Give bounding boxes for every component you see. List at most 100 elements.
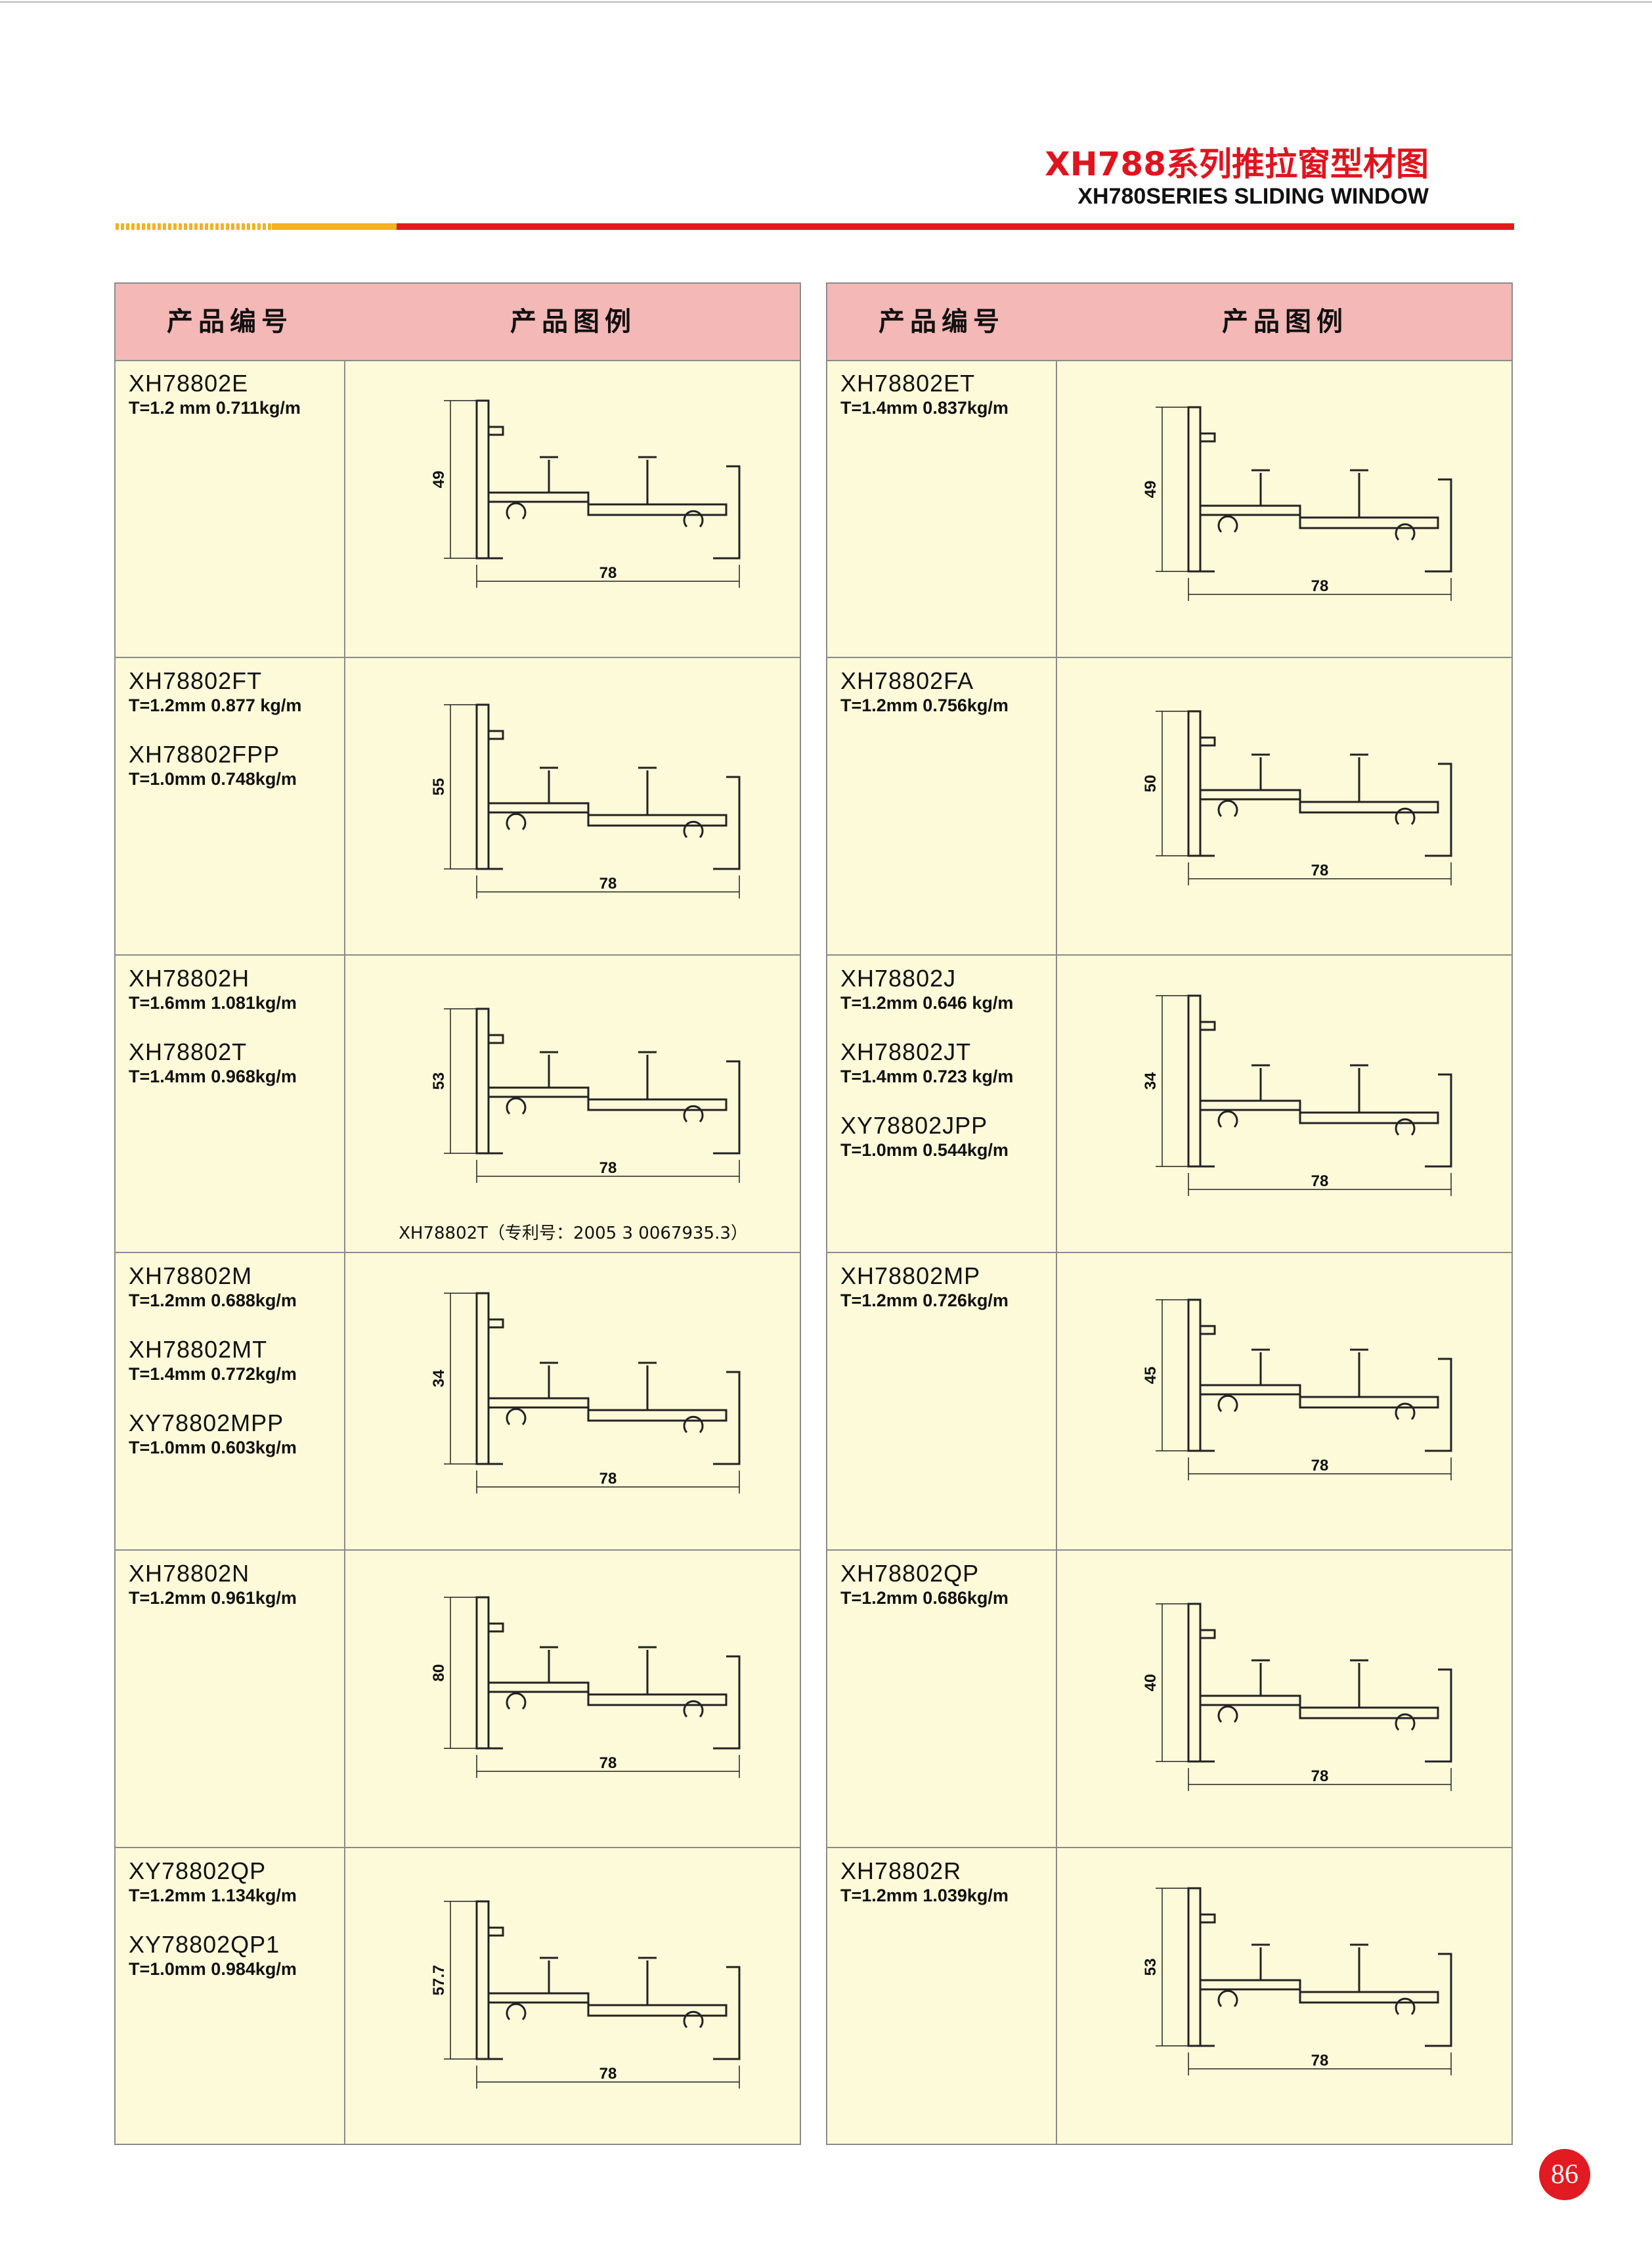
profile-cross-section-svg: 55 78: [430, 703, 741, 898]
column-header-figure: 产品图例: [1222, 307, 1348, 337]
dimension-width-label: 78: [599, 564, 617, 582]
product-code: XH78802T: [129, 1038, 248, 1065]
profile-drawing: 80 78: [345, 1551, 801, 1847]
profile-cross-section-svg: 80 78: [430, 1596, 741, 1778]
product-code-cell: XH78802J T=1.2mm 0.646 kg/m XH78802JT T=1.4…: [840, 965, 1051, 1170]
product-code: XH78802JT: [840, 1038, 972, 1065]
product-spec: T=1.2mm 0.688kg/m: [129, 1291, 297, 1310]
dimension-height-label: 55: [430, 778, 448, 796]
profile-drawing: 34 78: [345, 1254, 801, 1549]
product-spec: T=1.4mm 0.968kg/m: [129, 1067, 297, 1086]
header-stripe-orange: [272, 223, 397, 230]
product-spec: T=1.2mm 1.039kg/m: [840, 1886, 1009, 1905]
dimension-height-label: 50: [1142, 775, 1160, 793]
profile-cross-section-svg: 40 78: [1142, 1603, 1452, 1791]
profile-drawing: 55 78: [345, 659, 801, 954]
product-code-cell: XH78802QP T=1.2mm 0.686kg/m: [840, 1561, 1051, 1618]
top-border-line: [0, 1, 1652, 3]
profile-drawing: 49 78: [1057, 361, 1513, 657]
column-header-code: 产品编号: [167, 307, 293, 337]
product-spec: T=1.2 mm 0.711kg/m: [129, 398, 301, 418]
product-code: XH78802FA: [840, 667, 974, 694]
dimension-width-label: 78: [1311, 1767, 1329, 1785]
product-code: XH78802MP: [840, 1262, 981, 1289]
profile-drawing: 40 78: [1057, 1551, 1513, 1847]
dimension-width-label: 78: [1311, 1457, 1329, 1474]
dimension-width-label: 78: [599, 2065, 617, 2083]
table-row: XH78802M T=1.2mm 0.688kg/m XH78802MT T=1.4m…: [116, 1254, 800, 1551]
profile-cross-section-svg: 50 78: [1142, 710, 1452, 885]
table-header: 产品编号 产品图例: [827, 284, 1511, 361]
dimension-width-label: 78: [599, 1159, 617, 1177]
dimension-height-label: 34: [430, 1369, 448, 1387]
table-row: XH78802J T=1.2mm 0.646 kg/m XH78802JT T=1.4…: [827, 956, 1511, 1253]
product-code: XY78802JPP: [840, 1112, 988, 1139]
dimension-width-label: 78: [1311, 1172, 1329, 1190]
profile-drawing: 50 78: [1057, 659, 1513, 954]
table-row: XH78802QP T=1.2mm 0.686kg/m 40 78: [827, 1551, 1511, 1848]
product-code: XH78802R: [840, 1857, 962, 1884]
table-row: XH78802FT T=1.2mm 0.877 kg/m XH78802FPP T=1…: [116, 659, 800, 956]
dimension-height-label: 49: [1142, 481, 1160, 498]
product-code-cell: XH78802H T=1.6mm 1.081kg/m XH78802T T=1.4mm…: [129, 965, 339, 1097]
table-row: XH78802H T=1.6mm 1.081kg/m XH78802T T=1.4mm…: [116, 956, 800, 1253]
dimension-width-label: 78: [599, 1470, 617, 1488]
product-code-cell: XH78802FA T=1.2mm 0.756kg/m: [840, 668, 1051, 726]
product-spec: T=1.2mm 0.961kg/m: [129, 1588, 297, 1608]
product-code: XY78802QP1: [129, 1931, 280, 1958]
profile-cross-section-svg: 49 78: [1142, 406, 1452, 601]
profile-cross-section-svg: 53 78: [1142, 1887, 1452, 2075]
profile-cross-section-svg: 49 78: [430, 399, 741, 588]
page-title-cn: XH788系列推拉窗型材图: [1045, 145, 1429, 183]
dimension-height-label: 49: [430, 471, 448, 489]
header-stripe-red: [397, 223, 1514, 230]
table-row: XH78802FA T=1.2mm 0.756kg/m 50 78: [827, 659, 1511, 956]
profile-table-right: 产品编号 产品图例 XH78802ET T=1.4mm 0.837kg/m 49 78…: [826, 282, 1513, 2145]
profile-cross-section-svg: 57.7 78: [430, 1900, 741, 2089]
header-stripe-dotted: [116, 223, 272, 230]
dimension-height-label: 53: [1142, 1959, 1160, 1976]
product-spec: T=1.2mm 0.877 kg/m: [129, 696, 302, 715]
profile-table-left: 产品编号 产品图例 XH78802E T=1.2 mm 0.711kg/m 49 78…: [114, 282, 801, 2145]
product-code-cell: XY78802QP T=1.2mm 1.134kg/m XY78802QP1 T=1.…: [129, 1858, 339, 1989]
dimension-width-label: 78: [1311, 862, 1329, 879]
profile-cross-section-svg: 34 78: [1142, 994, 1452, 1196]
product-spec: T=1.2mm 1.134kg/m: [129, 1886, 297, 1905]
product-code-cell: XH78802M T=1.2mm 0.688kg/m XH78802MT T=1.4m…: [129, 1263, 339, 1468]
profile-drawing: 49 78: [345, 361, 801, 657]
profile-drawing: 45 78: [1057, 1254, 1513, 1549]
dimension-width-label: 78: [599, 875, 617, 893]
page-number-badge: 86: [1539, 2149, 1590, 2200]
profile-cross-section-svg: 34 78: [430, 1292, 741, 1494]
table-row: XY78802QP T=1.2mm 1.134kg/m XY78802QP1 T=1.…: [116, 1849, 800, 2146]
product-code: XH78802MT: [129, 1336, 268, 1363]
dimension-width-label: 78: [1311, 2052, 1329, 2070]
product-code-cell: XH78802MP T=1.2mm 0.726kg/m: [840, 1263, 1051, 1321]
product-code: XH78802QP: [840, 1560, 980, 1587]
page-title-en: XH780SERIES SLIDING WINDOW: [1077, 184, 1429, 209]
product-spec: T=1.4mm 0.837kg/m: [840, 398, 1009, 418]
product-code-cell: XH78802R T=1.2mm 1.039kg/m: [840, 1858, 1051, 1916]
product-spec: T=1.2mm 0.756kg/m: [840, 696, 1009, 715]
product-code: XH78802M: [129, 1262, 253, 1289]
column-divider: [1056, 284, 1057, 2144]
table-row: XH78802R T=1.2mm 1.039kg/m 53 78: [827, 1849, 1511, 2146]
product-spec: T=1.0mm 0.544kg/m: [840, 1140, 1009, 1160]
table-row: XH78802MP T=1.2mm 0.726kg/m 45 78: [827, 1254, 1511, 1551]
product-spec: T=1.0mm 0.603kg/m: [129, 1438, 297, 1457]
column-header-figure: 产品图例: [510, 307, 636, 337]
dimension-height-label: 45: [1142, 1367, 1160, 1384]
product-code: XH78802ET: [840, 370, 976, 397]
product-code: XH78802E: [129, 370, 249, 397]
dimension-height-label: 57.7: [430, 1965, 448, 1996]
product-spec: T=1.0mm 0.984kg/m: [129, 1959, 297, 1979]
product-spec: T=1.4mm 0.723 kg/m: [840, 1067, 1014, 1086]
product-code: XH78802N: [129, 1560, 250, 1587]
product-code-cell: XH78802E T=1.2 mm 0.711kg/m: [129, 370, 339, 428]
column-header-code: 产品编号: [879, 307, 1005, 337]
profile-cross-section-svg: 53 78: [430, 1007, 741, 1183]
table-header: 产品编号 产品图例: [116, 284, 800, 361]
dimension-height-label: 40: [1142, 1674, 1160, 1692]
table-row: XH78802E T=1.2 mm 0.711kg/m 49 78: [116, 361, 800, 658]
product-code-cell: XH78802N T=1.2mm 0.961kg/m: [129, 1561, 339, 1618]
